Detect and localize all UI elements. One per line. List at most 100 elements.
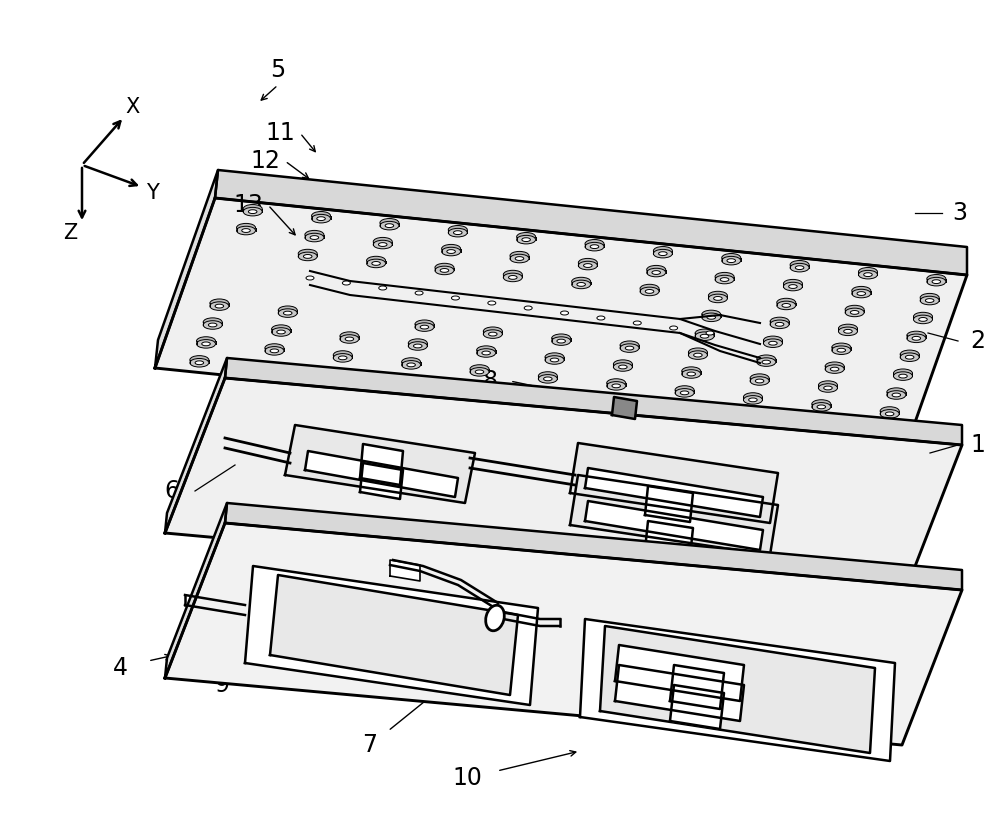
Polygon shape bbox=[285, 425, 475, 503]
Ellipse shape bbox=[451, 296, 459, 300]
Ellipse shape bbox=[440, 268, 449, 272]
Ellipse shape bbox=[633, 321, 641, 325]
Ellipse shape bbox=[688, 351, 707, 359]
Ellipse shape bbox=[298, 252, 317, 261]
Ellipse shape bbox=[893, 369, 912, 377]
Ellipse shape bbox=[749, 398, 757, 402]
Ellipse shape bbox=[810, 424, 819, 427]
Ellipse shape bbox=[577, 282, 585, 287]
Ellipse shape bbox=[653, 247, 672, 255]
Ellipse shape bbox=[342, 281, 350, 285]
Ellipse shape bbox=[524, 306, 532, 310]
Ellipse shape bbox=[265, 344, 284, 352]
Polygon shape bbox=[165, 358, 227, 533]
Ellipse shape bbox=[380, 222, 399, 230]
Ellipse shape bbox=[385, 224, 394, 227]
Ellipse shape bbox=[757, 358, 776, 367]
Ellipse shape bbox=[552, 337, 571, 346]
Ellipse shape bbox=[763, 336, 782, 345]
Ellipse shape bbox=[258, 366, 277, 374]
Ellipse shape bbox=[720, 277, 729, 282]
Ellipse shape bbox=[907, 332, 926, 340]
Text: 11: 11 bbox=[265, 121, 295, 145]
Ellipse shape bbox=[477, 349, 496, 357]
Text: 9: 9 bbox=[214, 673, 230, 697]
Ellipse shape bbox=[770, 317, 789, 326]
Ellipse shape bbox=[620, 344, 639, 352]
Ellipse shape bbox=[702, 313, 721, 322]
Polygon shape bbox=[245, 566, 538, 705]
Ellipse shape bbox=[763, 339, 782, 347]
Ellipse shape bbox=[272, 325, 291, 333]
Ellipse shape bbox=[327, 370, 346, 378]
Ellipse shape bbox=[789, 285, 797, 288]
Ellipse shape bbox=[790, 261, 809, 269]
Ellipse shape bbox=[545, 353, 564, 362]
Ellipse shape bbox=[538, 375, 557, 383]
Ellipse shape bbox=[572, 280, 591, 289]
Text: X: X bbox=[125, 97, 139, 117]
Ellipse shape bbox=[668, 405, 687, 413]
Ellipse shape bbox=[750, 377, 769, 385]
Ellipse shape bbox=[395, 380, 414, 388]
Ellipse shape bbox=[900, 353, 919, 362]
Ellipse shape bbox=[447, 250, 455, 253]
Ellipse shape bbox=[584, 263, 592, 267]
Ellipse shape bbox=[572, 277, 591, 286]
Ellipse shape bbox=[880, 410, 899, 418]
Ellipse shape bbox=[680, 391, 689, 395]
Text: Z: Z bbox=[63, 223, 77, 243]
Ellipse shape bbox=[845, 306, 864, 314]
Ellipse shape bbox=[770, 320, 789, 328]
Ellipse shape bbox=[790, 263, 809, 272]
Ellipse shape bbox=[442, 244, 461, 253]
Ellipse shape bbox=[203, 318, 222, 327]
Polygon shape bbox=[270, 575, 518, 695]
Ellipse shape bbox=[454, 231, 462, 235]
Ellipse shape bbox=[775, 322, 784, 327]
Ellipse shape bbox=[332, 375, 340, 379]
Text: 5: 5 bbox=[270, 58, 286, 82]
Ellipse shape bbox=[613, 362, 632, 372]
Ellipse shape bbox=[653, 249, 672, 258]
Ellipse shape bbox=[607, 382, 626, 390]
Ellipse shape bbox=[550, 358, 559, 362]
Ellipse shape bbox=[737, 415, 756, 423]
Polygon shape bbox=[615, 665, 744, 721]
Ellipse shape bbox=[237, 223, 256, 232]
Ellipse shape bbox=[708, 294, 727, 302]
Ellipse shape bbox=[310, 236, 319, 239]
Polygon shape bbox=[670, 685, 724, 729]
Ellipse shape bbox=[578, 262, 597, 270]
Ellipse shape bbox=[750, 374, 769, 382]
Ellipse shape bbox=[620, 341, 639, 350]
Ellipse shape bbox=[722, 257, 741, 265]
Ellipse shape bbox=[818, 384, 837, 392]
Ellipse shape bbox=[757, 355, 776, 363]
Ellipse shape bbox=[912, 337, 921, 340]
Ellipse shape bbox=[619, 365, 627, 369]
Ellipse shape bbox=[777, 298, 796, 307]
Ellipse shape bbox=[887, 391, 906, 399]
Ellipse shape bbox=[190, 356, 209, 364]
Ellipse shape bbox=[532, 391, 551, 399]
Ellipse shape bbox=[858, 271, 877, 279]
Ellipse shape bbox=[852, 287, 871, 295]
Ellipse shape bbox=[367, 257, 386, 265]
Polygon shape bbox=[155, 198, 967, 445]
Ellipse shape bbox=[345, 337, 354, 341]
Ellipse shape bbox=[242, 228, 250, 232]
Ellipse shape bbox=[919, 317, 927, 322]
Ellipse shape bbox=[373, 240, 392, 249]
Ellipse shape bbox=[640, 287, 659, 296]
Ellipse shape bbox=[742, 416, 751, 421]
Ellipse shape bbox=[824, 386, 832, 390]
Text: 4: 4 bbox=[112, 656, 128, 680]
Polygon shape bbox=[570, 443, 778, 523]
Ellipse shape bbox=[463, 387, 482, 395]
Ellipse shape bbox=[470, 365, 489, 373]
Ellipse shape bbox=[777, 302, 796, 310]
Ellipse shape bbox=[517, 232, 536, 241]
Ellipse shape bbox=[278, 309, 297, 317]
Ellipse shape bbox=[838, 327, 857, 336]
